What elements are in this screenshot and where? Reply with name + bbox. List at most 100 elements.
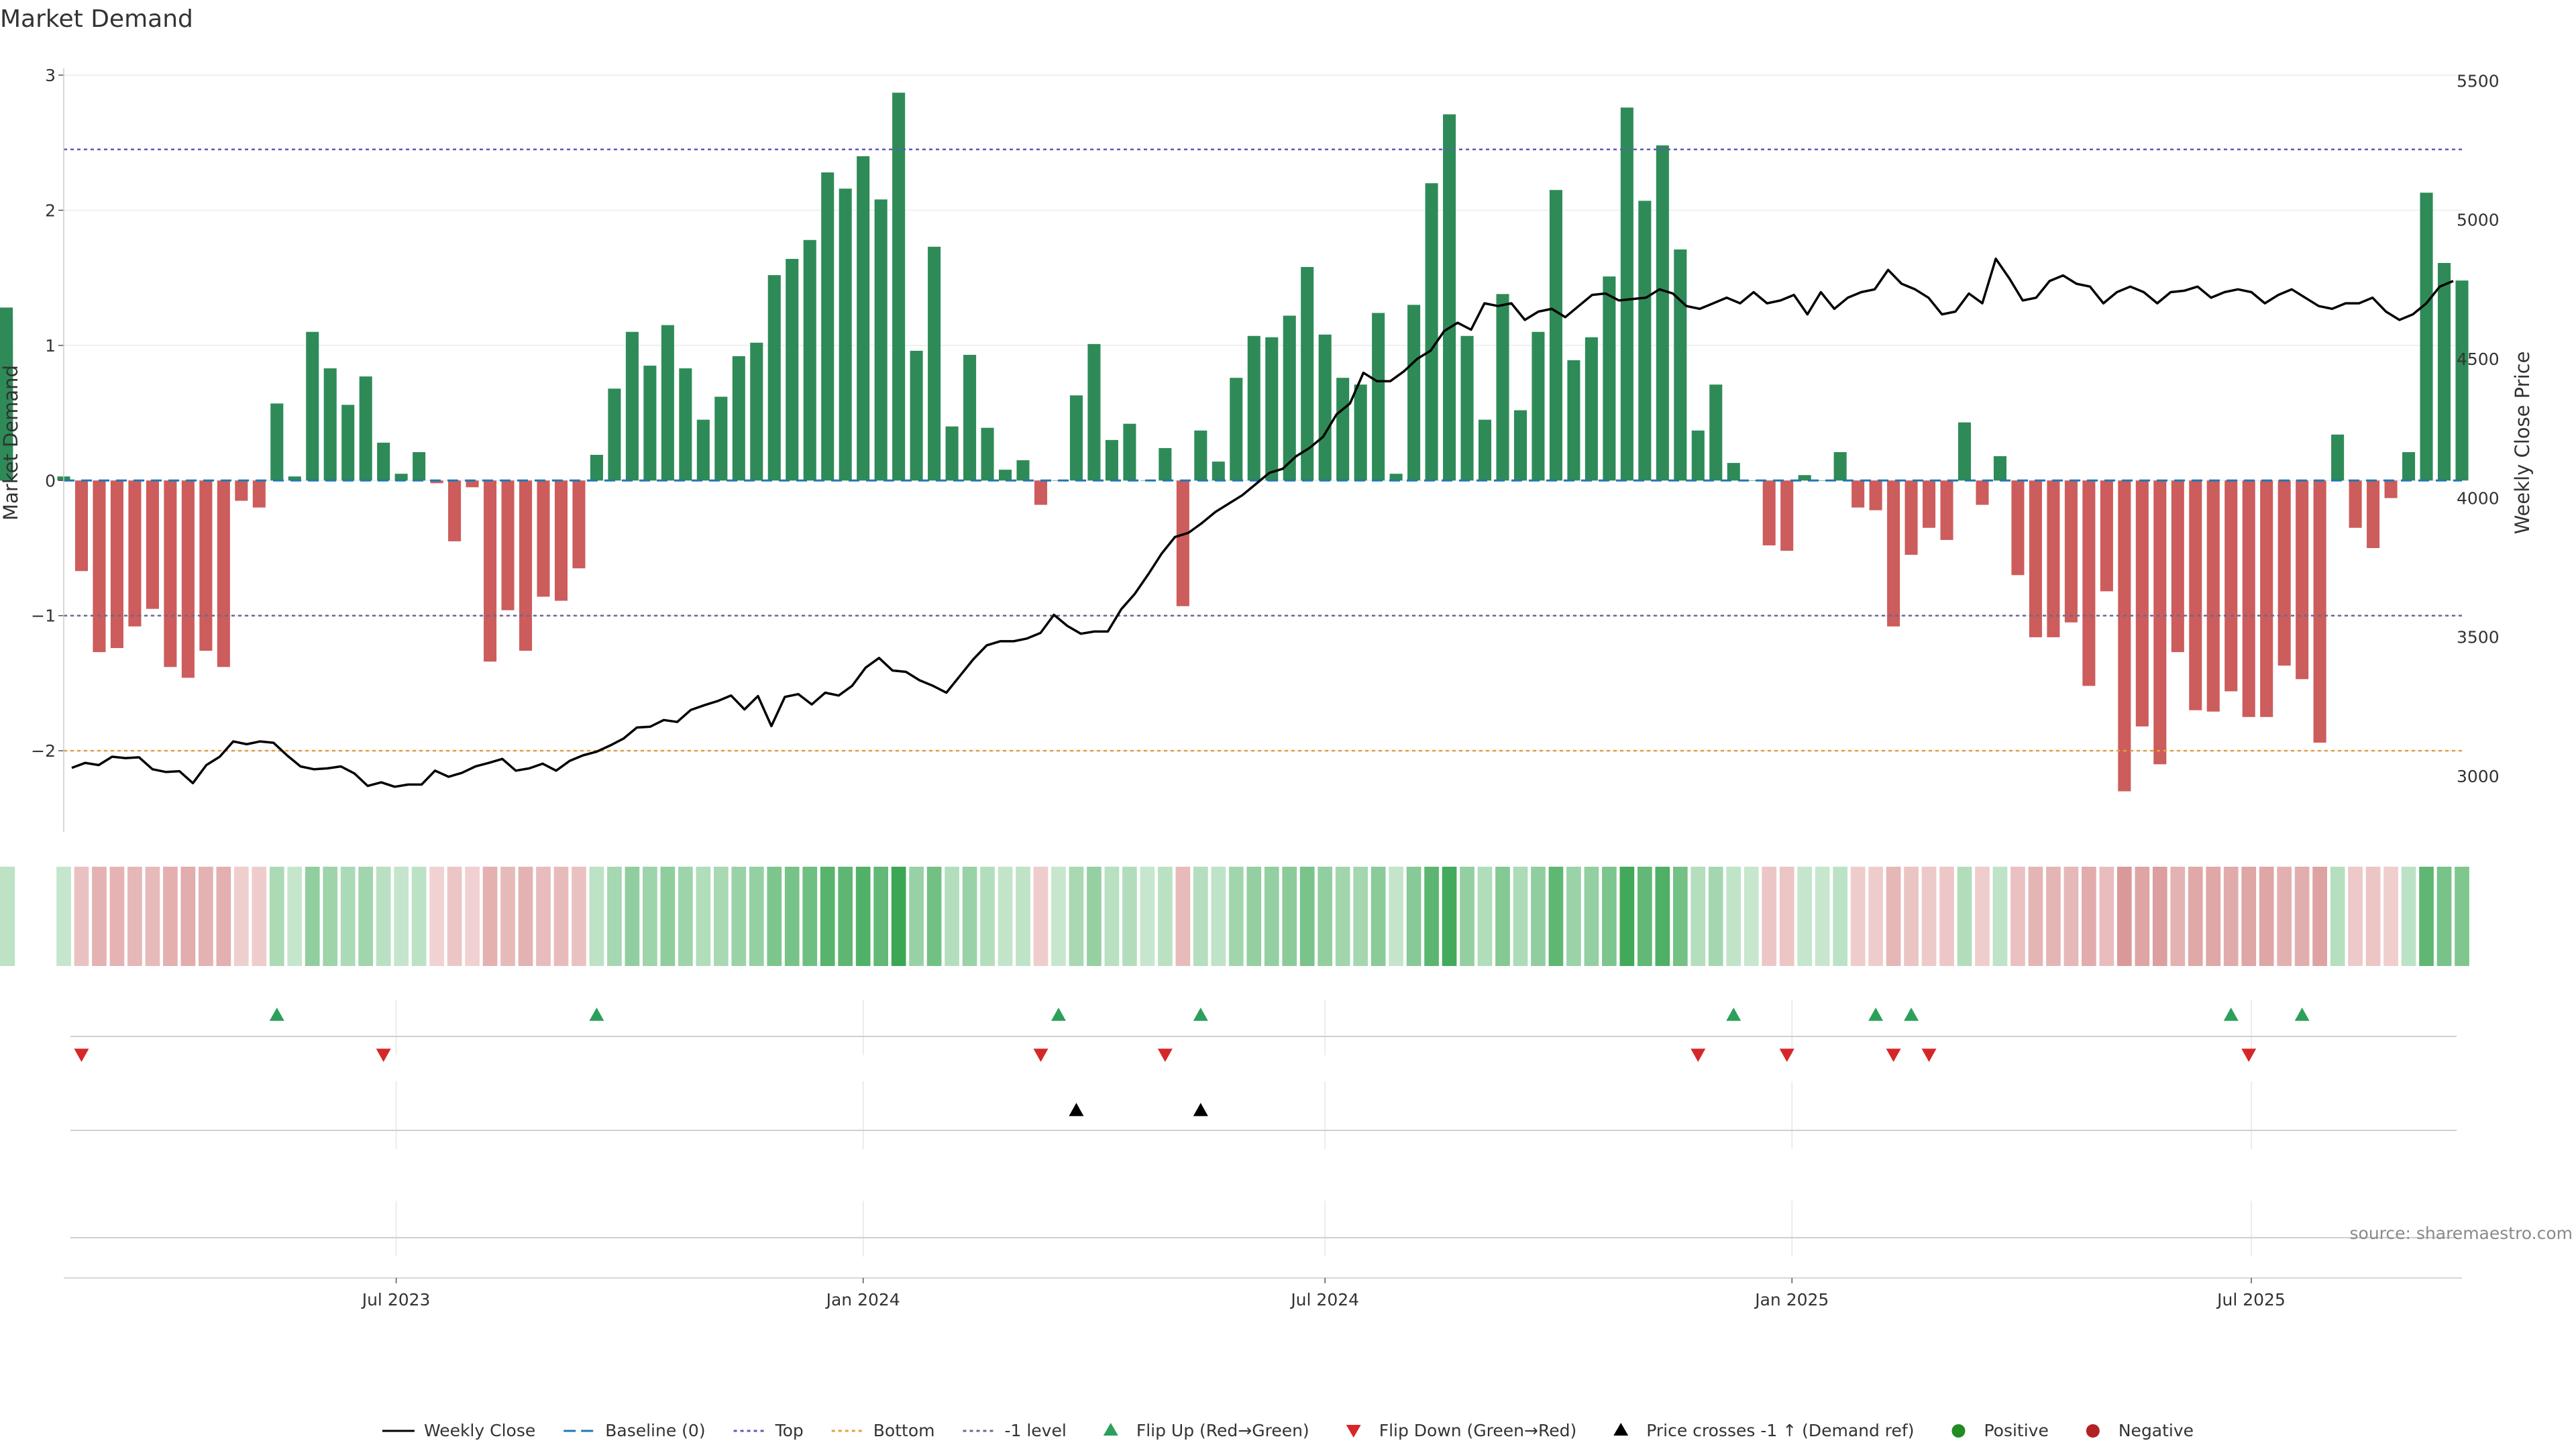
demand-bar	[928, 246, 941, 481]
demand-bar	[217, 480, 230, 667]
demand-bar	[1354, 384, 1367, 481]
heat-cell	[1424, 867, 1439, 966]
heat-cell	[998, 867, 1013, 966]
heat-cell	[1833, 867, 1848, 966]
demand-bar	[821, 172, 835, 481]
heat-cell	[305, 867, 320, 966]
heat-cell	[2135, 867, 2150, 966]
heat-cell	[909, 867, 924, 966]
demand-bar	[1265, 337, 1279, 481]
heat-cell	[1299, 867, 1315, 966]
legend-label: Negative	[2118, 1421, 2194, 1440]
demand-bar	[2118, 480, 2131, 792]
heat-cell	[2348, 867, 2363, 966]
heat-cell	[109, 867, 125, 966]
flip-up-marker	[589, 1008, 604, 1021]
heat-cell	[1033, 867, 1049, 966]
demand-bar	[1159, 447, 1172, 481]
heat-cell	[1548, 867, 1564, 966]
heat-cell	[1282, 867, 1297, 966]
heat-cell	[411, 867, 427, 966]
heat-cell	[323, 867, 338, 966]
flip-up-marker	[1051, 1008, 1066, 1021]
demand-bar	[1532, 331, 1545, 481]
heat-cell	[1531, 867, 1546, 966]
heat-cell	[589, 867, 604, 966]
heat-cell	[643, 867, 657, 966]
reference-lines	[64, 148, 2462, 752]
heat-cell	[2294, 867, 2310, 966]
heat-cell	[1246, 867, 1262, 966]
heat-cell	[1495, 867, 1510, 966]
demand-bar	[1372, 313, 1385, 481]
demand-bar	[2331, 434, 2345, 481]
demand-bar	[413, 451, 426, 481]
heat-cell	[1921, 867, 1937, 966]
demand-bar	[767, 275, 781, 481]
demand-bar	[1034, 480, 1048, 505]
x-axis: Jul 2023 Jan 2024 Jul 2024 Jan 2025 Jul 2025	[64, 1277, 2462, 1309]
heat-cell	[1815, 867, 1830, 966]
x-tick-label: Jul 2024	[1289, 1290, 1359, 1309]
legend-label: Flip Down (Green→Red)	[1379, 1421, 1577, 1440]
heat-cell	[625, 867, 640, 966]
heat-cell	[1157, 867, 1173, 966]
demand-bar	[1904, 480, 1918, 555]
demand-bar	[679, 368, 692, 481]
legend-label: -1 level	[1004, 1421, 1066, 1440]
heat-cell	[465, 867, 480, 966]
flip-up-marker	[1904, 1008, 1919, 1021]
heat-cell	[802, 867, 818, 966]
demand-bar	[750, 342, 763, 481]
demand-bar	[874, 199, 888, 481]
demand-bar	[1069, 395, 1083, 481]
demand-bar	[2189, 480, 2202, 710]
heat-cell	[2082, 867, 2096, 966]
demand-bar	[2064, 480, 2078, 623]
demand-bar	[1478, 419, 1492, 481]
heat-cell	[1584, 867, 1599, 966]
heat-cell	[1602, 867, 1617, 966]
heat-cell	[784, 867, 800, 966]
flip-up-marker	[1726, 1008, 1741, 1021]
flip-up-marker	[1868, 1008, 1884, 1021]
y-axis-right: 5500 5000 4500 4000 3500 3000	[2457, 71, 2500, 786]
demand-bar	[2313, 480, 2326, 743]
heat-cell	[678, 867, 693, 966]
demand-bar	[1247, 335, 1260, 481]
demand-bar	[1105, 439, 1118, 481]
heat-cell	[1353, 867, 1368, 966]
demand-bar	[2242, 480, 2255, 717]
heat-cell	[1389, 867, 1403, 966]
y-tick-label: 0	[45, 471, 56, 490]
y2-tick-label: 4500	[2457, 350, 2500, 369]
y2-tick-label: 3500	[2457, 628, 2500, 647]
heat-cell	[1850, 867, 1866, 966]
heat-cell	[233, 867, 249, 966]
heat-cell	[2223, 867, 2239, 966]
heat-cell	[536, 867, 551, 966]
demand-bar	[2402, 451, 2416, 481]
flip-up-marker	[2294, 1008, 2310, 1021]
flip-down-marker	[376, 1049, 391, 1062]
heat-cell	[1655, 867, 1670, 966]
demand-bar	[2011, 480, 2025, 576]
heat-cell	[873, 867, 889, 966]
y-tick-label: 2	[45, 201, 56, 220]
demand-bar	[1283, 315, 1296, 481]
demand-bar	[803, 239, 816, 481]
flip-down-marker	[1886, 1049, 1901, 1062]
legend-swatch	[1613, 1423, 1629, 1436]
heat-cell	[1406, 867, 1421, 966]
heat-cell	[2419, 867, 2434, 966]
legend-label: Top	[775, 1421, 804, 1440]
heat-cell	[2188, 867, 2203, 966]
demand-bar	[1976, 480, 1989, 505]
heat-cell	[1975, 867, 1990, 966]
heat-cell	[500, 867, 515, 966]
heat-cell	[1211, 867, 1226, 966]
heat-cell	[376, 867, 391, 966]
demand-bar	[181, 480, 195, 678]
demand-bar	[1762, 480, 1776, 545]
